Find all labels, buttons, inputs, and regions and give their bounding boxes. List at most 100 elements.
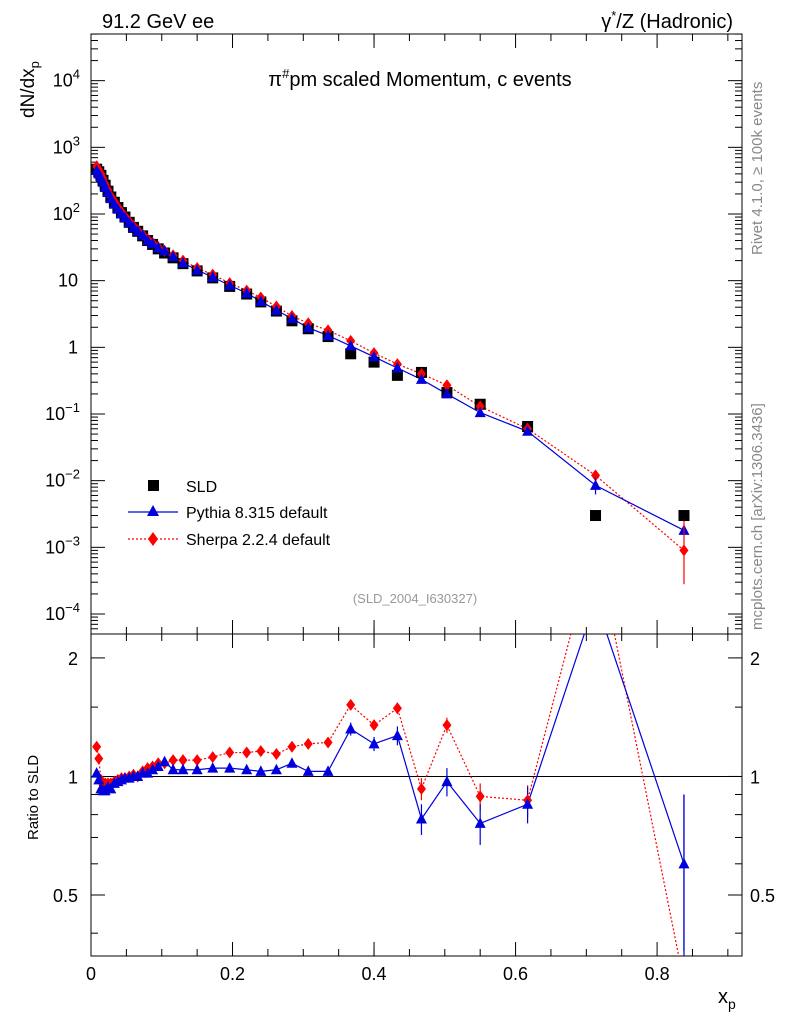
x-tick-label: 0 — [86, 964, 96, 984]
ratio-plot-area — [91, 533, 690, 988]
pythia-ratio-point — [368, 737, 380, 749]
x-tick-label: 0.2 — [220, 964, 245, 984]
y-tick-label: 10−3 — [45, 533, 80, 557]
sld-data-point — [391, 369, 403, 381]
pythia-main-point — [345, 339, 357, 351]
y-tick-label: 103 — [53, 133, 80, 157]
pythia-ratio-point — [142, 767, 154, 778]
pythia-ratio-point — [391, 729, 403, 741]
sherpa-main-point — [442, 379, 452, 392]
pythia-ratio-point — [286, 757, 298, 768]
pythia-ratio-point — [93, 773, 105, 785]
legend-sherpa-label: Sherpa 2.2.4 default — [186, 532, 331, 549]
pythia-main-point — [207, 271, 219, 282]
y-axis-label: dN/dxp — [18, 61, 42, 118]
header-right: γ*/Z (Hadronic) — [601, 8, 733, 33]
pythia-ratio-point — [207, 762, 219, 773]
pythia-main-point — [522, 425, 534, 436]
pythia-main-point — [167, 250, 179, 262]
x-tick-label: 0.8 — [645, 964, 670, 984]
pythia-main-point — [132, 225, 144, 236]
ratio-tick-label-left: 1 — [68, 767, 78, 787]
pythia-ratio-point — [132, 770, 144, 781]
sherpa-ratio-point — [208, 751, 218, 764]
pythia-ratio-point — [474, 817, 486, 828]
pythia-ratio-point — [159, 755, 171, 767]
sherpa-ratio-point — [287, 740, 297, 753]
sherpa-ratio-point — [303, 737, 313, 750]
ratio-tick-label-right: 0.5 — [750, 886, 775, 906]
legend-pythia-marker — [147, 505, 159, 516]
legend-pythia-label: Pythia 8.315 default — [186, 505, 328, 522]
pythia-ratio-point — [678, 857, 690, 869]
legend-sld-label: SLD — [186, 479, 217, 496]
pythia-ratio-point — [105, 782, 117, 794]
pythia-main-point — [255, 295, 267, 306]
sherpa-ratio-point — [679, 976, 688, 988]
x-axis-label: xp — [718, 986, 736, 1012]
pythia-ratio-point — [590, 594, 601, 605]
x-tick-label: 0.4 — [362, 964, 387, 984]
sherpa-ratio-point — [392, 702, 402, 715]
y-tick-label: 10−4 — [45, 600, 80, 624]
pythia-ratio-point — [322, 765, 334, 776]
pythia-main-point — [391, 361, 403, 373]
sherpa-main-point — [475, 400, 485, 413]
ratio-plot-frame — [90, 633, 743, 957]
sld-data-point — [368, 356, 380, 368]
sherpa-ratio-point — [192, 754, 202, 767]
sherpa-ratio-point — [225, 746, 235, 759]
ratio-axis-label: Ratio to SLD — [25, 755, 42, 840]
pythia-ratio-point — [91, 767, 103, 778]
sld-data-point — [345, 348, 357, 360]
sherpa-ratio-point — [346, 698, 356, 711]
pythia-main-point — [137, 229, 149, 240]
sherpa-ratio-point — [92, 740, 102, 753]
sherpa-ratio-point — [94, 752, 104, 765]
ratio-tick-label-right: 1 — [750, 767, 760, 787]
pythia-ratio-point — [191, 763, 203, 775]
pythia-main-point — [441, 387, 453, 399]
pythia-ratio-point — [224, 762, 236, 773]
sherpa-ratio-point — [178, 754, 188, 767]
pythia-ratio-point — [152, 760, 164, 771]
mcplots-label: mcplots.cern.ch [arXiv:1306.3436] — [749, 403, 766, 630]
sherpa-ratio-point — [242, 746, 252, 759]
pythia-ratio-line — [96, 634, 685, 865]
pythia-main-point — [191, 264, 203, 275]
pythia-ratio-point — [167, 763, 179, 775]
y-tick-label: 1 — [68, 337, 78, 357]
ratio-tick-label-left: 0.5 — [53, 886, 78, 906]
y-tick-label: 10 — [58, 271, 78, 291]
header-left: 91.2 GeV ee — [102, 11, 214, 33]
pythia-ratio-point — [255, 765, 267, 776]
y-tick-label: 104 — [53, 67, 80, 91]
pythia-ratio-point — [441, 775, 453, 787]
legend-sld-marker — [148, 480, 159, 491]
y-tick-label: 10−1 — [45, 400, 80, 424]
sherpa-ratio-point — [256, 745, 266, 758]
pythia-main-point — [241, 287, 253, 298]
sherpa-ratio-point — [442, 719, 452, 732]
pythia-ratio-point — [302, 765, 314, 776]
sld-data-point — [678, 510, 690, 522]
pythia-ratio-point — [522, 798, 534, 809]
pythia-ratio-point — [270, 763, 282, 775]
pythia-main-point — [286, 312, 298, 324]
pythia-main-point — [322, 329, 334, 341]
chart-title: π#pm scaled Momentum, c events — [268, 66, 571, 91]
ratio-tick-label-right: 2 — [750, 649, 760, 669]
pythia-ratio-point — [415, 812, 427, 824]
legend-sherpa-marker — [148, 532, 158, 546]
legend: SLD Pythia 8.315 default Sherpa 2.2.4 de… — [128, 479, 331, 549]
sherpa-ratio-point — [475, 790, 485, 803]
pythia-main-point — [474, 406, 486, 418]
sherpa-ratio-point — [591, 533, 600, 545]
x-tick-label: 0.6 — [503, 964, 528, 984]
main-plot-area — [91, 160, 690, 585]
pythia-ratio-point — [147, 763, 159, 775]
pythia-main-point — [270, 304, 282, 315]
y-tick-label: 10−2 — [45, 467, 80, 491]
pythia-main-point — [368, 350, 380, 362]
